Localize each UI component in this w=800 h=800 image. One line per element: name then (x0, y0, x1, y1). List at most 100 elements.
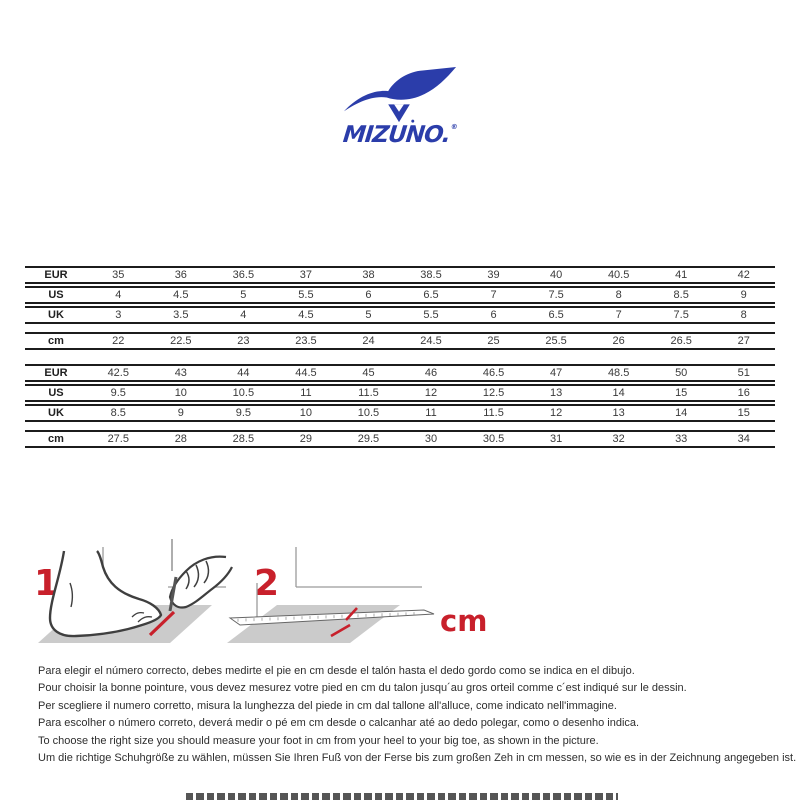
size-cell: 13 (549, 387, 563, 399)
size-cell: 27 (737, 335, 750, 347)
size-cell: 16 (737, 387, 750, 399)
red-mark-line (148, 610, 176, 637)
row-header: EUR (44, 269, 68, 281)
fingers (185, 560, 210, 590)
size-row-UK: UK 8.5 9 9.5 10 10.5 11 11.5 12 13 14 15 (25, 404, 775, 422)
size-cell: 40 (549, 269, 563, 281)
size-cell: 39 (487, 269, 500, 281)
size-cell: 44.5 (295, 367, 317, 379)
row-header: US (48, 387, 64, 399)
size-cell: 8 (740, 309, 747, 321)
size-row-UK: UK 3 3.5 4 4.5 5 5.5 6 6.5 7 7.5 8 (25, 306, 775, 324)
size-cell: 31 (549, 433, 563, 445)
size-cell: 4 (115, 289, 122, 301)
red-mark-on-ruler (345, 607, 358, 621)
red-mark-on-sheet (330, 623, 351, 638)
size-cell: 40.5 (607, 269, 630, 281)
step2-number: 2 (254, 563, 279, 604)
instruction-line: Per scegliere il numero corretto, misura… (38, 699, 617, 712)
size-cell: 10 (174, 387, 187, 399)
size-cell: 10.5 (232, 387, 255, 399)
size-row-cm: cm 22 22.5 23 23.5 24 24.5 25 25.5 26 26.5 27 (25, 332, 775, 350)
size-cell: 25.5 (545, 335, 567, 347)
size-cell: 8.5 (110, 407, 126, 419)
size-cell: 11 (300, 387, 312, 399)
size-cell: 11.5 (358, 387, 379, 399)
size-cell: 24 (362, 335, 375, 347)
size-cell: 32 (612, 433, 625, 445)
size-cell: 7 (615, 309, 622, 321)
size-cell: 34 (737, 433, 750, 445)
foot-outline-icon (48, 550, 163, 638)
cutoff-text-strip (186, 793, 618, 800)
size-cell: 10.5 (357, 407, 380, 419)
size-cell: 23.5 (295, 335, 317, 347)
size-cell: 8 (615, 289, 622, 301)
size-cell: 4.5 (298, 309, 314, 321)
size-cell: 45 (362, 367, 375, 379)
mizuno-runbird-icon (343, 67, 457, 123)
size-cell: 3 (115, 309, 122, 321)
instruction-line: Para elegir el número correcto, debes me… (38, 665, 635, 677)
size-cell: 5 (365, 309, 372, 321)
size-cell: 8.5 (673, 289, 689, 301)
size-cell: 42 (737, 269, 750, 281)
size-cell: 24.5 (420, 335, 442, 347)
instruction-line: Um die richtige Schuhgröße zu wählen, mü… (38, 752, 797, 765)
size-cell: 7.5 (673, 309, 689, 321)
instruction-line: To choose the right size you should meas… (38, 734, 599, 747)
size-cell: 12 (424, 387, 438, 399)
size-cell: 22 (112, 335, 125, 347)
size-cell: 9.5 (110, 387, 126, 399)
row-header: UK (48, 407, 64, 419)
size-cell: 37 (299, 269, 313, 281)
registered-symbol: ® (450, 123, 459, 131)
size-cell: 6.5 (423, 289, 439, 301)
size-cell: 33 (675, 433, 688, 445)
size-cell: 12 (549, 407, 563, 419)
size-cell: 47 (549, 367, 563, 379)
size-cell: 9 (177, 407, 184, 419)
size-cell: 5.5 (298, 289, 314, 301)
size-cell: 14 (612, 387, 625, 399)
size-cell: 7.5 (548, 289, 564, 301)
size-cell: 9.5 (235, 407, 252, 419)
size-cell: 38.5 (420, 269, 442, 281)
row-header: cm (48, 433, 64, 445)
size-cell: 27.5 (107, 433, 129, 445)
runbird-triangle-notch (394, 104, 404, 112)
cm-row-upper: cm 22 22.5 23 23.5 24 24.5 25 25.5 26 26.5 27 (25, 332, 775, 350)
size-cell: 28 (174, 433, 187, 445)
size-cell: 30.5 (482, 433, 505, 445)
size-cell: 35 (112, 269, 125, 281)
cm-label: cm (440, 604, 487, 638)
size-chart-tables: EUR 35 36 36.5 37 38 38.5 39 40 40.5 41 42 US 4 4.5 5 5.… (25, 266, 775, 450)
size-cell: 26.5 (670, 335, 692, 347)
size-cell: 28.5 (232, 433, 255, 445)
row-header: UK (48, 309, 64, 321)
size-cell: 23 (237, 335, 250, 347)
mizuno-logo: MIZUNO.® (0, 66, 800, 148)
size-row-US: US 4 4.5 5 5.5 6 6.5 7 7.5 8 8.5 9 (25, 286, 775, 304)
size-cell: 51 (737, 367, 750, 379)
size-cell: 36 (174, 269, 187, 281)
size-cell: 3.5 (173, 309, 189, 321)
runbird-wing (343, 67, 457, 112)
size-row-cm: cm 27.5 28 28.5 29 29.5 30 30.5 31 32 33 34 (25, 430, 775, 448)
size-cell: 38 (362, 269, 375, 281)
ruler-icon (228, 609, 435, 626)
table-gap (25, 352, 775, 364)
size-cell: 15 (675, 387, 688, 399)
measuring-illustrations: 1 2 (34, 539, 487, 643)
size-cell: 6.5 (548, 309, 564, 321)
instruction-line: Para escolher o número correto, deverá m… (38, 717, 640, 730)
instruction-line: Pour choisir la bonne pointure, vous dev… (38, 682, 687, 695)
runbird-triangle (388, 104, 410, 123)
registered-mark-icon (411, 119, 415, 123)
size-cell: 25 (487, 335, 500, 347)
instructions-block: Para elegir el número correcto, debes me… (38, 663, 797, 767)
pencil-icon (168, 576, 178, 612)
size-cell: 48.5 (607, 367, 630, 379)
size-cell: 11 (425, 407, 437, 419)
step1-measure-foot-illustration: 1 (34, 539, 233, 643)
